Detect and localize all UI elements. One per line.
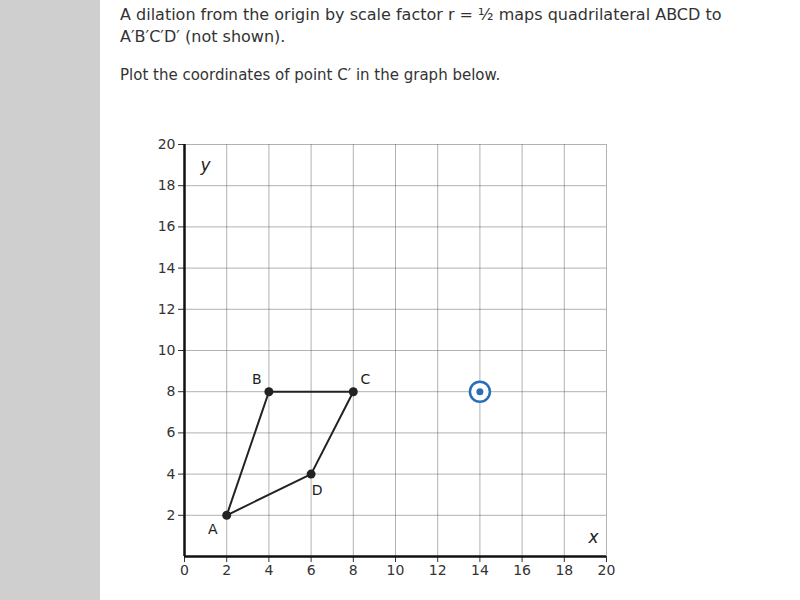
svg-text:2: 2 [222, 562, 231, 578]
svg-text:B: B [252, 371, 262, 387]
svg-text:16: 16 [158, 218, 176, 234]
svg-text:16: 16 [513, 562, 531, 578]
svg-text:12: 12 [158, 301, 176, 317]
svg-text:18: 18 [555, 562, 573, 578]
svg-text:D: D [312, 482, 323, 498]
html-text:Plot the coordinates of point: Plot the coordinates of point C′ in the … [120, 66, 501, 84]
svg-text:14: 14 [158, 260, 176, 276]
svg-text:y: y [200, 155, 212, 175]
svg-text:8: 8 [349, 562, 358, 578]
svg-text:0: 0 [180, 562, 189, 578]
svg-text:10: 10 [158, 342, 176, 358]
svg-text:12: 12 [429, 562, 447, 578]
svg-text:C: C [360, 371, 370, 387]
svg-text:10: 10 [387, 562, 405, 578]
html-text:A dilation from the origin by: A dilation from the origin by scale fact… [120, 5, 722, 46]
svg-text:4: 4 [264, 562, 273, 578]
svg-text:14: 14 [471, 562, 489, 578]
svg-text:20: 20 [598, 562, 616, 578]
svg-text:8: 8 [167, 383, 176, 399]
svg-text:20: 20 [158, 136, 176, 152]
svg-text:18: 18 [158, 177, 176, 193]
svg-text:6: 6 [307, 562, 316, 578]
svg-text:4: 4 [167, 466, 176, 482]
svg-text:6: 6 [167, 424, 176, 440]
svg-text:2: 2 [167, 507, 176, 523]
svg-text:x: x [587, 527, 599, 547]
svg-text:A: A [208, 521, 218, 537]
